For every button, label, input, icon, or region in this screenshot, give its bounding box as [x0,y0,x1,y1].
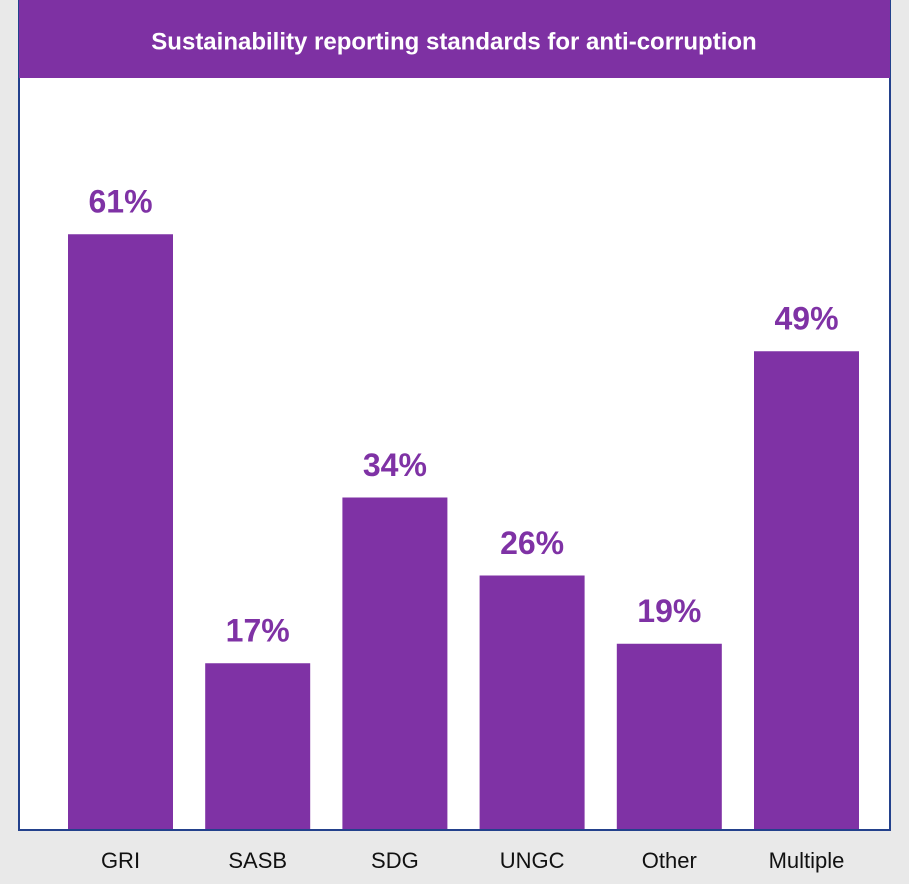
value-label: 26% [500,525,564,561]
value-label: 17% [226,613,290,649]
value-label: 49% [774,301,838,337]
title-bar [19,0,890,78]
value-label: 19% [637,593,701,629]
bar [68,234,173,829]
chart-title: Sustainability reporting standards for a… [151,28,756,55]
x-tick-label: SASB [228,848,287,873]
bar [754,351,859,829]
bar [205,663,311,829]
value-label: 34% [363,447,427,483]
x-tick-label: GRI [101,848,140,873]
bar [479,575,585,829]
x-tick-label: UNGC [500,848,565,873]
x-tick-label: Multiple [769,848,845,873]
x-tick-label: Other [642,848,697,873]
x-tick-label: SDG [371,848,419,873]
value-label: 61% [88,184,152,220]
bar [616,643,722,829]
bar [342,497,448,829]
